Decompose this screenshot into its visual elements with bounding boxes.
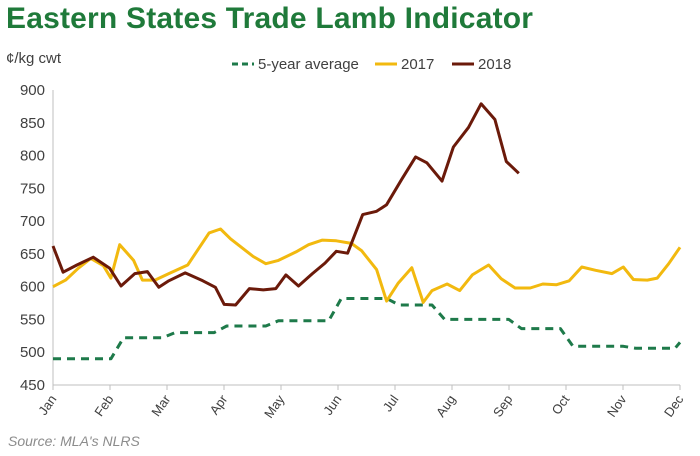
y-tick-label: 600 xyxy=(20,279,45,296)
x-tick-label: Jul xyxy=(380,392,402,414)
y-tick-label: 500 xyxy=(20,344,45,361)
x-tick-label: Mar xyxy=(148,392,174,419)
x-tick-label: Dec xyxy=(661,392,687,420)
source-note: Source: MLA's NLRS xyxy=(8,433,140,449)
legend-label: 2018 xyxy=(478,56,511,73)
y-tick-label: 650 xyxy=(20,246,45,263)
y-tick-label: 450 xyxy=(20,377,45,394)
x-axis-ticks: Jan Feb Mar Apr May Jun Jul Aug Sep Oct Nov Dec xyxy=(35,385,687,421)
chart-title: Eastern States Trade Lamb Indicator xyxy=(6,2,534,35)
x-tick-label: Sep xyxy=(490,392,516,420)
y-tick-label: 850 xyxy=(20,115,45,132)
series-line-5-year-average xyxy=(53,297,682,361)
series-lines xyxy=(51,102,682,361)
y-tick-label: 900 xyxy=(20,82,45,99)
x-tick-label: Aug xyxy=(433,392,459,420)
y-tick-label: 750 xyxy=(20,180,45,197)
x-tick-label: Oct xyxy=(549,392,573,417)
y-axis-unit-label: ¢/kg cwt xyxy=(6,50,62,67)
y-axis-ticks: 450 500 550 600 650 700 750 800 850 900 xyxy=(20,82,45,394)
x-tick-label: May xyxy=(261,392,288,421)
legend-label: 2017 xyxy=(401,56,434,73)
x-tick-label: Jun xyxy=(320,392,344,418)
x-tick-label: Apr xyxy=(207,392,231,418)
y-tick-label: 700 xyxy=(20,213,45,230)
y-tick-label: 800 xyxy=(20,148,45,165)
series-line-2017 xyxy=(52,227,682,304)
y-tick-label: 550 xyxy=(20,311,45,328)
axes xyxy=(52,90,680,386)
x-tick-label: Nov xyxy=(604,392,630,420)
x-tick-label: Jan xyxy=(35,392,59,418)
legend-label: 5-year average xyxy=(258,56,359,73)
x-tick-label: Feb xyxy=(91,392,116,419)
series-line-2018 xyxy=(51,102,520,307)
legend: 5-year average 2017 2018 xyxy=(232,56,511,73)
